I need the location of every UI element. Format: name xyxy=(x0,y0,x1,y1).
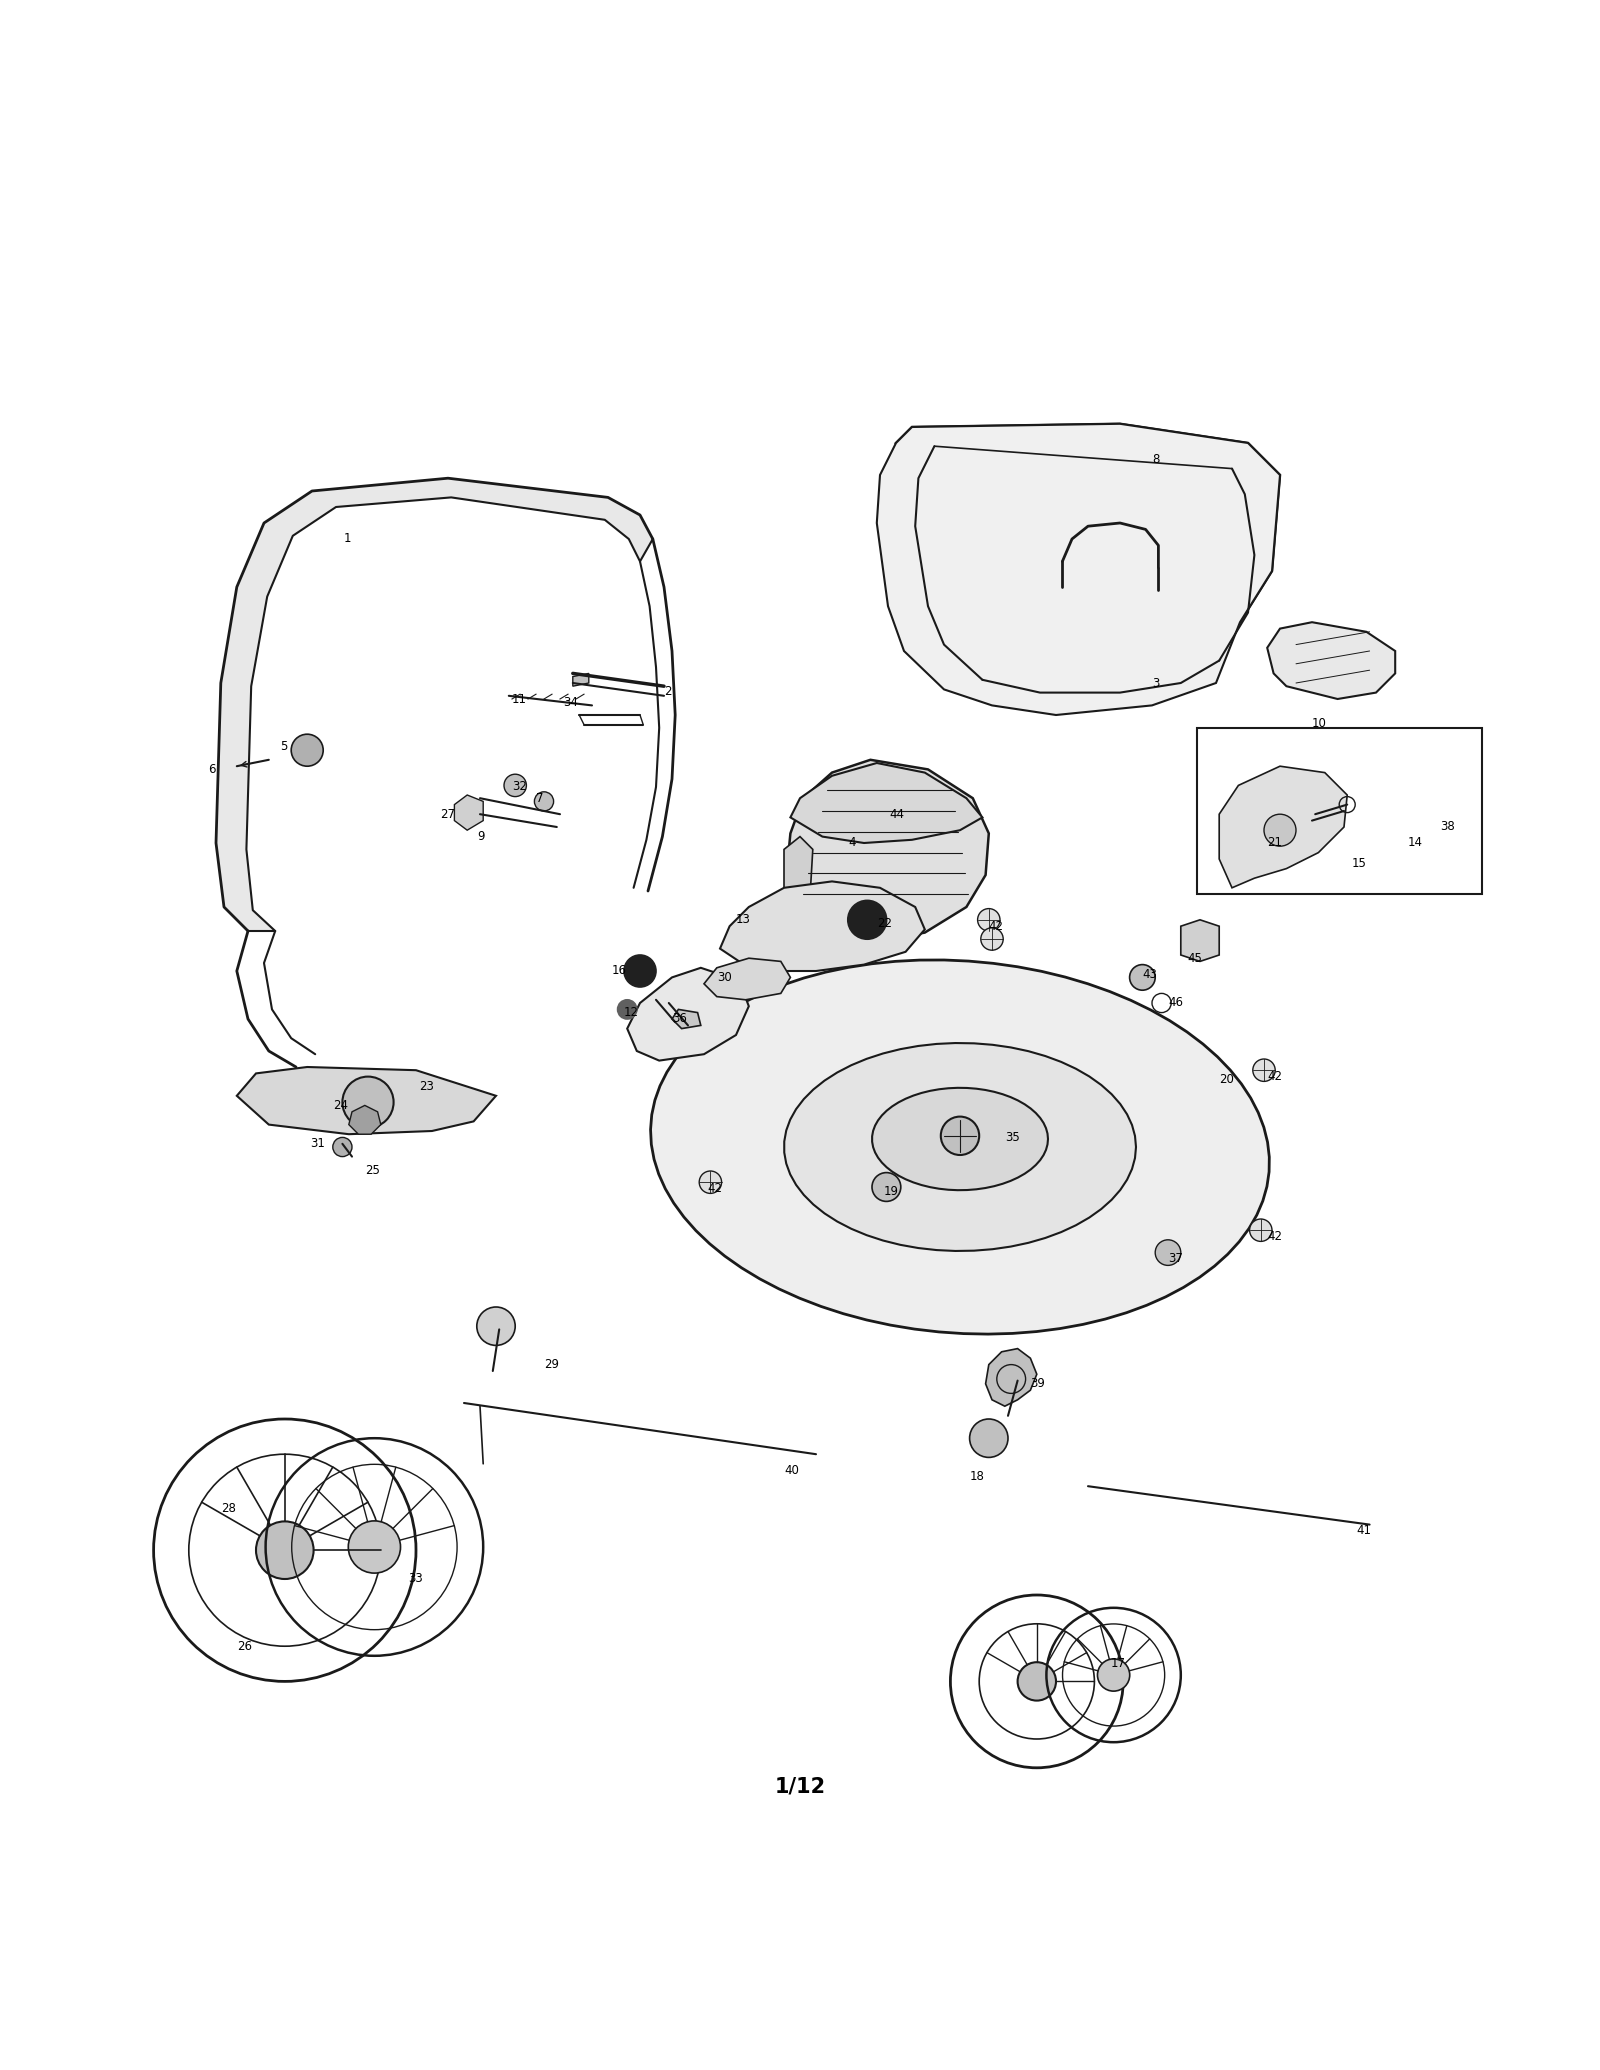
Polygon shape xyxy=(651,960,1269,1333)
Text: 19: 19 xyxy=(883,1186,898,1199)
Polygon shape xyxy=(237,1066,496,1134)
Circle shape xyxy=(618,1000,637,1018)
Text: 24: 24 xyxy=(333,1099,347,1112)
Text: 1: 1 xyxy=(344,532,352,546)
Text: 27: 27 xyxy=(440,807,454,820)
Text: 39: 39 xyxy=(1030,1377,1045,1391)
Text: 42: 42 xyxy=(989,919,1003,934)
Polygon shape xyxy=(216,478,653,932)
Circle shape xyxy=(981,927,1003,950)
Text: 18: 18 xyxy=(970,1470,984,1482)
Circle shape xyxy=(624,954,656,987)
Text: 30: 30 xyxy=(717,971,731,983)
Text: 2: 2 xyxy=(664,685,672,698)
Circle shape xyxy=(970,1420,1008,1457)
Circle shape xyxy=(872,1172,901,1201)
Text: 11: 11 xyxy=(512,693,526,706)
Text: 35: 35 xyxy=(1005,1130,1019,1145)
Circle shape xyxy=(477,1306,515,1346)
Text: 32: 32 xyxy=(512,780,526,793)
Text: 22: 22 xyxy=(877,917,891,929)
Circle shape xyxy=(978,909,1000,932)
Polygon shape xyxy=(1267,623,1395,700)
Circle shape xyxy=(534,793,554,811)
Circle shape xyxy=(699,1172,722,1194)
Text: 25: 25 xyxy=(365,1165,379,1178)
Text: 21: 21 xyxy=(1267,836,1282,849)
Text: 4: 4 xyxy=(848,836,856,849)
Text: 34: 34 xyxy=(563,696,578,708)
Polygon shape xyxy=(1219,766,1347,888)
Polygon shape xyxy=(627,969,749,1060)
Polygon shape xyxy=(784,760,989,942)
Polygon shape xyxy=(720,882,925,971)
Text: 3: 3 xyxy=(1152,677,1160,689)
Polygon shape xyxy=(1181,919,1219,960)
Text: 46: 46 xyxy=(1168,996,1182,1010)
Text: 23: 23 xyxy=(419,1081,434,1093)
Text: 42: 42 xyxy=(707,1182,722,1194)
Text: 14: 14 xyxy=(1408,836,1422,849)
Text: 36: 36 xyxy=(672,1012,686,1025)
Circle shape xyxy=(349,1521,400,1573)
Circle shape xyxy=(504,774,526,797)
Text: 7: 7 xyxy=(536,791,544,805)
Text: 37: 37 xyxy=(1168,1252,1182,1265)
Polygon shape xyxy=(986,1348,1037,1406)
Circle shape xyxy=(941,1116,979,1155)
Circle shape xyxy=(1098,1658,1130,1691)
Text: 20: 20 xyxy=(1219,1074,1234,1087)
Text: 6: 6 xyxy=(208,764,216,776)
Text: 12: 12 xyxy=(624,1006,638,1018)
Text: 1/12: 1/12 xyxy=(774,1776,826,1797)
Circle shape xyxy=(291,735,323,766)
Text: 41: 41 xyxy=(1357,1524,1371,1538)
Text: 43: 43 xyxy=(1142,967,1157,981)
Circle shape xyxy=(1250,1219,1272,1242)
Circle shape xyxy=(342,1076,394,1128)
Polygon shape xyxy=(573,673,589,685)
Polygon shape xyxy=(454,795,483,830)
Circle shape xyxy=(333,1136,352,1157)
Text: 5: 5 xyxy=(280,741,288,753)
Text: 42: 42 xyxy=(1267,1070,1282,1083)
Circle shape xyxy=(1000,1360,1029,1389)
Text: 16: 16 xyxy=(611,965,626,977)
Text: 28: 28 xyxy=(221,1503,235,1515)
Text: 13: 13 xyxy=(736,913,750,925)
Polygon shape xyxy=(784,836,813,905)
Text: 15: 15 xyxy=(1352,857,1366,869)
Circle shape xyxy=(256,1521,314,1579)
Bar xyxy=(1197,729,1482,894)
Text: 8: 8 xyxy=(1152,453,1160,466)
Polygon shape xyxy=(790,764,982,842)
Text: 38: 38 xyxy=(1440,820,1454,834)
Text: 31: 31 xyxy=(310,1136,325,1151)
Text: 29: 29 xyxy=(544,1358,558,1370)
Circle shape xyxy=(848,900,886,940)
Text: 9: 9 xyxy=(477,830,485,842)
Circle shape xyxy=(1253,1060,1275,1081)
Text: 26: 26 xyxy=(237,1639,251,1652)
Circle shape xyxy=(1264,814,1296,847)
Text: 42: 42 xyxy=(1267,1230,1282,1244)
Polygon shape xyxy=(896,424,1280,623)
Polygon shape xyxy=(349,1105,381,1134)
Text: 33: 33 xyxy=(408,1573,422,1586)
Text: 45: 45 xyxy=(1187,952,1202,965)
Circle shape xyxy=(1018,1662,1056,1702)
Text: 40: 40 xyxy=(784,1463,798,1476)
Polygon shape xyxy=(872,1089,1048,1190)
Polygon shape xyxy=(784,1043,1136,1250)
Polygon shape xyxy=(672,1010,701,1029)
Polygon shape xyxy=(877,424,1280,714)
Circle shape xyxy=(1155,1240,1181,1265)
Text: 10: 10 xyxy=(1312,716,1326,729)
Polygon shape xyxy=(704,958,790,1000)
Text: 17: 17 xyxy=(1110,1658,1125,1670)
Text: 44: 44 xyxy=(890,807,904,820)
Circle shape xyxy=(1130,965,1155,989)
